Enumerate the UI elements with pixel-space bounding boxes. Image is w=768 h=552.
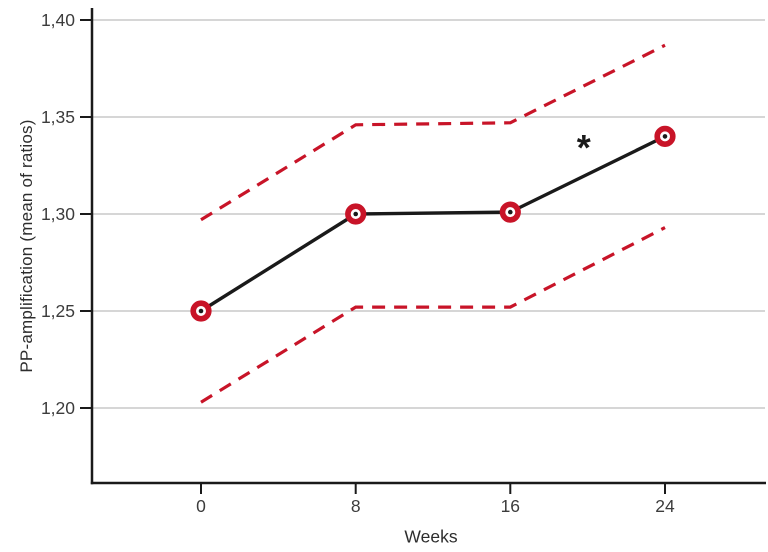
y-tick-label: 1,35 bbox=[41, 107, 75, 127]
lower-ci-dashed-line bbox=[200, 226, 666, 404]
data-point-center-dot bbox=[353, 211, 359, 217]
significance-asterisk: * bbox=[577, 127, 591, 168]
data-point-center-dot bbox=[508, 209, 513, 215]
y-tick-label: 1,20 bbox=[41, 398, 75, 418]
x-tick-label: 8 bbox=[351, 496, 361, 516]
mean-line bbox=[200, 134, 666, 313]
upper-ci-dashed-line bbox=[200, 43, 666, 222]
y-axis-title: PP-amplification (mean of ratios) bbox=[17, 119, 36, 373]
y-tick-label: 1,25 bbox=[41, 301, 75, 321]
y-tick-label: 1,40 bbox=[41, 10, 75, 30]
data-point-center-dot bbox=[662, 134, 668, 139]
x-tick-label: 24 bbox=[655, 496, 675, 516]
data-point-center-dot bbox=[198, 308, 204, 314]
y-tick-label: 1,30 bbox=[41, 204, 75, 224]
x-tick-label: 16 bbox=[501, 496, 520, 516]
x-axis-title: Weeks bbox=[404, 526, 458, 547]
x-tick-label: 0 bbox=[196, 496, 206, 516]
